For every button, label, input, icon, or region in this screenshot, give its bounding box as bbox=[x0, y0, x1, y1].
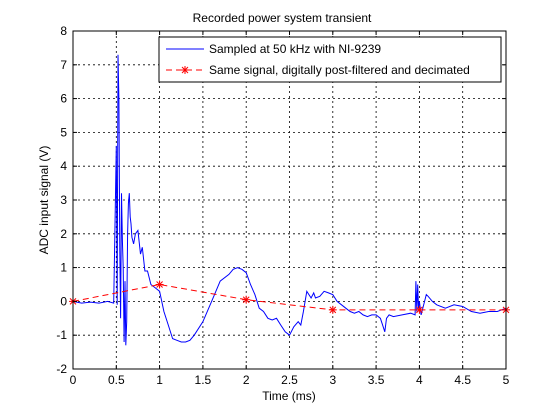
x-tick-label: 1 bbox=[156, 373, 163, 387]
chart-title: Recorded power system transient bbox=[193, 11, 372, 25]
x-tick-label: 0.5 bbox=[108, 373, 125, 387]
y-tick-label: 8 bbox=[60, 24, 67, 38]
y-tick-label: 0 bbox=[60, 294, 67, 308]
y-tick-label: 1 bbox=[60, 261, 67, 275]
x-axis-label: Time (ms) bbox=[262, 389, 316, 403]
legend: Sampled at 50 kHz with NI-9239 Same sign… bbox=[158, 36, 502, 83]
x-tick-label: 0 bbox=[70, 373, 77, 387]
data-point-marker bbox=[415, 305, 424, 314]
data-point-marker bbox=[242, 295, 251, 304]
x-tick-label: 4.5 bbox=[454, 373, 471, 387]
y-tick-label: 5 bbox=[60, 125, 67, 139]
x-tick-label: 2.5 bbox=[281, 373, 298, 387]
y-tick-label: 2 bbox=[60, 227, 67, 241]
x-tick-labels: 0 0.5 1 1.5 2 2.5 3 3.5 4 4.5 5 bbox=[70, 373, 510, 387]
x-tick-label: 1.5 bbox=[195, 373, 212, 387]
x-tick-label: 4 bbox=[416, 373, 423, 387]
x-tick-label: 5 bbox=[503, 373, 510, 387]
series-line-0 bbox=[72, 54, 507, 346]
tick-marks bbox=[72, 30, 507, 370]
y-tick-label: 4 bbox=[60, 159, 67, 173]
y-tick-label: -1 bbox=[56, 328, 67, 342]
series-line-1 bbox=[72, 283, 506, 311]
legend-label-filtered: Same signal, digitally post-filtered and… bbox=[209, 63, 470, 77]
y-tick-labels: -2 -1 0 1 2 3 4 5 6 7 8 bbox=[56, 24, 67, 376]
legend-box bbox=[158, 36, 502, 83]
y-tick-label: 3 bbox=[60, 193, 67, 207]
y-tick-label: 6 bbox=[60, 92, 67, 106]
data-point-marker bbox=[155, 280, 164, 289]
plot-series bbox=[69, 54, 510, 346]
x-tick-label: 3.5 bbox=[368, 373, 385, 387]
x-tick-label: 2 bbox=[243, 373, 250, 387]
y-tick-label: 7 bbox=[60, 58, 67, 72]
y-axis-label: ADC input signal (V) bbox=[37, 146, 51, 255]
data-point-marker bbox=[328, 305, 337, 314]
legend-marker-filtered bbox=[181, 66, 189, 74]
x-tick-label: 3 bbox=[329, 373, 336, 387]
legend-label-sampled: Sampled at 50 kHz with NI-9239 bbox=[209, 42, 381, 56]
y-tick-label: -2 bbox=[56, 362, 67, 376]
